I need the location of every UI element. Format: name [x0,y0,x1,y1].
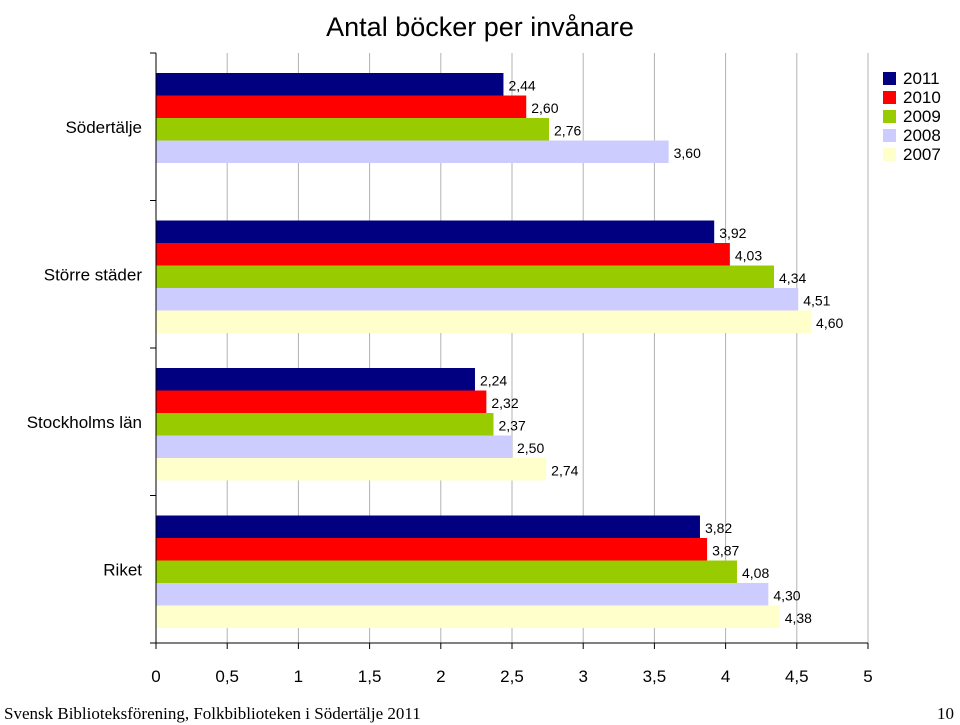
x-tick-label: 1,5 [358,667,382,686]
bar [156,140,669,163]
x-tick-label: 2,5 [500,667,524,686]
data-label: 4,03 [735,247,762,263]
data-label: 4,34 [779,270,806,286]
legend-item: 2010 [883,88,941,107]
bar [156,73,504,96]
bar-chart: Södertälje 2,44 2,60 2,76 3,60 Större städer 3… [27,52,873,686]
legend-swatch [883,148,896,161]
data-label: 2,24 [480,372,507,388]
legend-item: 2007 [883,145,941,164]
bar [156,538,708,561]
x-tick-label: 0,5 [215,667,239,686]
x-tick-label: 3,5 [643,667,667,686]
bar [156,435,512,458]
bar [156,413,494,436]
footer-text: Svensk Biblioteksförening, Folkbibliotek… [4,704,421,723]
bar [156,583,769,606]
x-tick-label: 4 [721,667,730,686]
data-label: 3,92 [719,225,746,241]
data-label: 4,38 [785,610,812,626]
legend-item: 2008 [883,126,941,145]
data-label: 4,08 [742,565,769,581]
legend-item: 2009 [883,107,941,126]
bar [156,220,715,243]
x-tick-label: 4,5 [785,667,809,686]
data-label: 2,44 [508,77,535,93]
category-label: Södertälje [65,118,142,137]
x-tick-label: 3 [578,667,587,686]
data-label: 4,60 [816,315,843,331]
data-label: 3,82 [705,520,732,536]
data-label: 2,32 [491,395,518,411]
bar [156,560,737,583]
bar [156,368,475,391]
data-label: 3,87 [712,542,739,558]
x-tick-label: 5 [863,667,872,686]
page-number: 10 [937,704,954,723]
chart-legend: 2011 2010 2009 2008 2007 [883,69,941,164]
bar [156,390,487,413]
x-tick-label: 2 [436,667,445,686]
data-label: 4,51 [803,292,830,308]
data-label: 2,50 [517,440,544,456]
legend-swatch [883,91,896,104]
data-label: 3,60 [674,145,701,161]
bar [156,515,700,538]
bar [156,265,775,288]
legend-label: 2009 [903,107,941,126]
category-label: Stockholms län [27,413,142,432]
x-tick-label: 1 [294,667,303,686]
bar [156,458,547,481]
data-label: 2,76 [554,122,581,138]
legend-label: 2008 [903,126,941,145]
legend-item: 2011 [883,69,941,88]
legend-swatch [883,110,896,123]
legend-label: 2011 [903,69,940,88]
category-label: Större städer [44,265,143,284]
x-tick-label: 0 [151,667,160,686]
data-label: 2,74 [551,462,578,478]
data-label: 4,30 [773,587,800,603]
bar [156,605,780,628]
data-label: 2,60 [531,100,558,116]
legend-label: 2007 [903,145,941,164]
bar [156,95,527,118]
legend-swatch [883,72,896,85]
bar [156,243,730,266]
chart-title: Antal böcker per invånare [326,12,634,42]
legend-label: 2010 [903,88,941,107]
legend-swatch [883,129,896,142]
bar [156,310,812,333]
category-label: Riket [103,560,142,579]
bar [156,118,550,141]
bar [156,288,799,311]
data-label: 2,37 [498,417,525,433]
